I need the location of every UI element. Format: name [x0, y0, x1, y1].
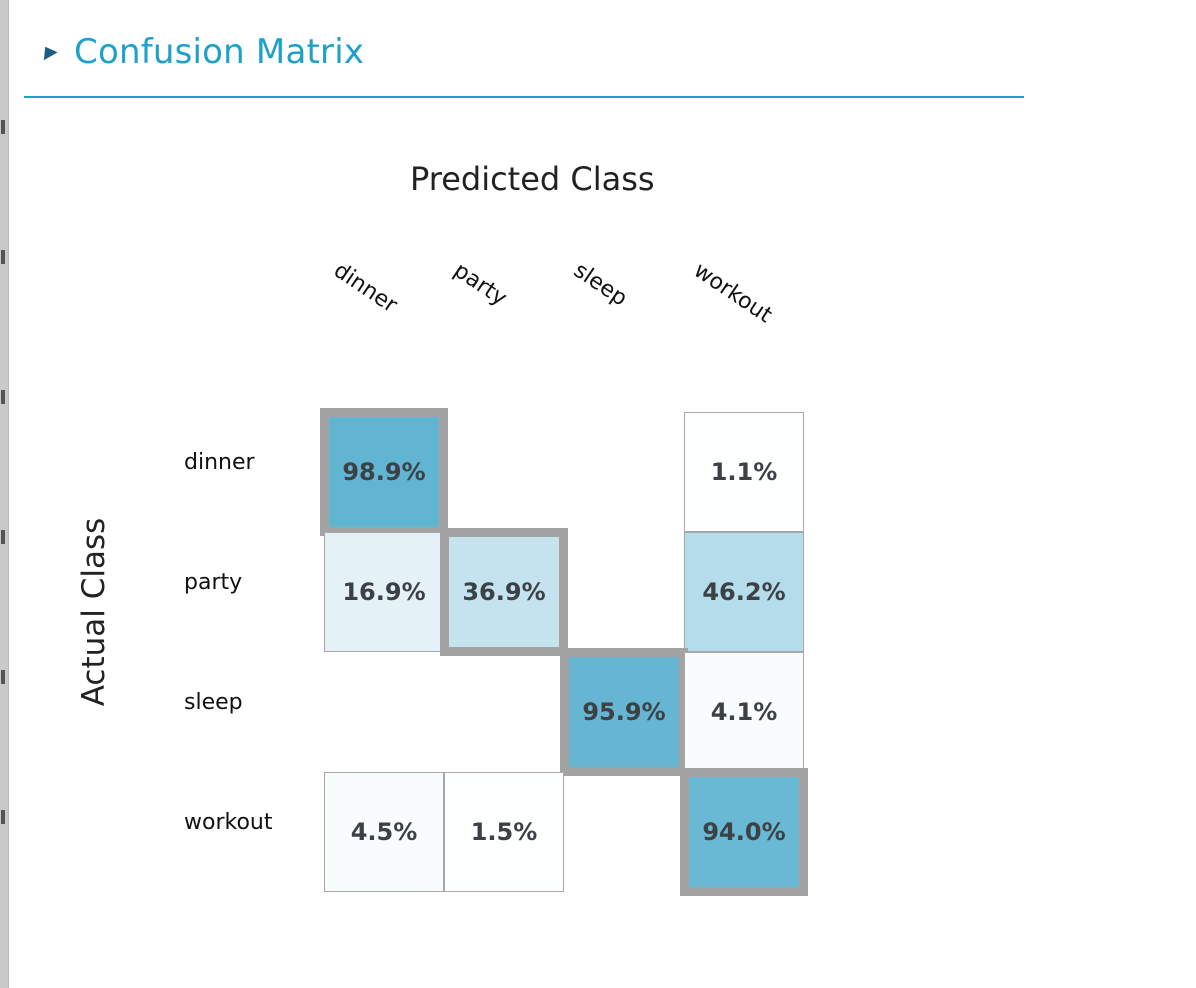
matrix-cell-dinner-dinner: 98.9% [320, 408, 448, 536]
matrix-cell-dinner-workout: 1.1% [684, 412, 804, 532]
left-window-edge [0, 0, 9, 988]
x-axis-title: Predicted Class [410, 160, 655, 198]
edge-marker [1, 250, 5, 264]
edge-marker [1, 120, 5, 134]
row-label-workout: workout [184, 810, 273, 835]
column-label-dinner: dinner [329, 258, 402, 319]
matrix-cell-workout-dinner: 4.5% [324, 772, 444, 892]
matrix-cell-workout-party: 1.5% [444, 772, 564, 892]
matrix-cell-sleep-sleep: 95.9% [560, 648, 688, 776]
panel-title: Confusion Matrix [74, 32, 365, 72]
column-label-party: party [449, 258, 512, 312]
matrix-cell-sleep-workout: 4.1% [684, 652, 804, 772]
matrix-cell-party-workout: 46.2% [684, 532, 804, 652]
row-label-dinner: dinner [184, 450, 255, 475]
y-axis-title: Actual Class [76, 517, 112, 707]
column-label-sleep: sleep [569, 258, 632, 312]
matrix-cell-party-dinner: 16.9% [324, 532, 444, 652]
edge-marker [1, 390, 5, 404]
column-label-workout: workout [689, 258, 777, 329]
collapse-triangle-icon[interactable] [38, 42, 58, 61]
confusion-matrix-header[interactable]: Confusion Matrix [24, 30, 1024, 98]
edge-marker [1, 810, 5, 824]
edge-marker [1, 670, 5, 684]
row-label-sleep: sleep [184, 690, 243, 715]
matrix-cell-party-party: 36.9% [440, 528, 568, 656]
matrix-cell-workout-workout: 94.0% [680, 768, 808, 896]
edge-marker [1, 530, 5, 544]
row-label-party: party [184, 570, 243, 595]
